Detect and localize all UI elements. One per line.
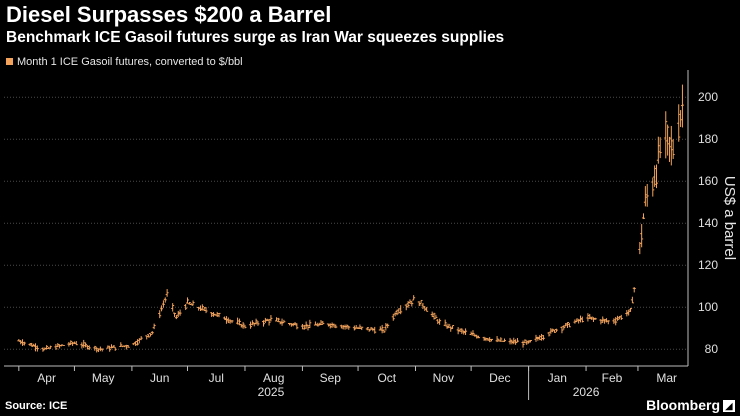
y-axis-title: US$ a barrel	[721, 176, 738, 260]
x-tick-label-May: May	[92, 371, 115, 385]
x-tick-label-Sep: Sep	[320, 371, 342, 385]
year-label-2025: 2025	[258, 385, 285, 399]
y-tick-label-120: 120	[698, 258, 718, 272]
x-tick-label-Jan: Jan	[548, 371, 567, 385]
bloomberg-mark-icon: ◢	[723, 400, 735, 412]
x-tick-label-Jul: Jul	[209, 371, 224, 385]
x-tick-label-Aug: Aug	[263, 371, 284, 385]
legend-swatch	[6, 58, 13, 65]
y-tick-label-200: 200	[698, 90, 718, 104]
x-tick-label-Nov: Nov	[433, 371, 454, 385]
y-tick-label-160: 160	[698, 174, 718, 188]
x-tick-label-Oct: Oct	[377, 371, 396, 385]
y-tick-label-80: 80	[705, 342, 719, 356]
legend-label: Month 1 ICE Gasoil futures, converted to…	[17, 56, 243, 68]
year-label-2026: 2026	[573, 385, 600, 399]
x-tick-label-Feb: Feb	[602, 371, 623, 385]
chart-title: Diesel Surpasses $200 a Barrel	[6, 2, 332, 27]
y-tick-label-140: 140	[698, 216, 718, 230]
y-tick-label-100: 100	[698, 300, 718, 314]
bloomberg-logo: Bloomberg	[646, 397, 720, 413]
x-tick-label-Dec: Dec	[489, 371, 510, 385]
y-tick-label-180: 180	[698, 132, 718, 146]
x-tick-label-Mar: Mar	[656, 371, 677, 385]
x-tick-label-Jun: Jun	[150, 371, 169, 385]
chart-subtitle: Benchmark ICE Gasoil futures surge as Ir…	[6, 29, 505, 46]
legend: Month 1 ICE Gasoil futures, converted to…	[6, 56, 243, 68]
x-tick-label-Apr: Apr	[37, 371, 56, 385]
source-note: Source: ICE	[5, 400, 68, 412]
